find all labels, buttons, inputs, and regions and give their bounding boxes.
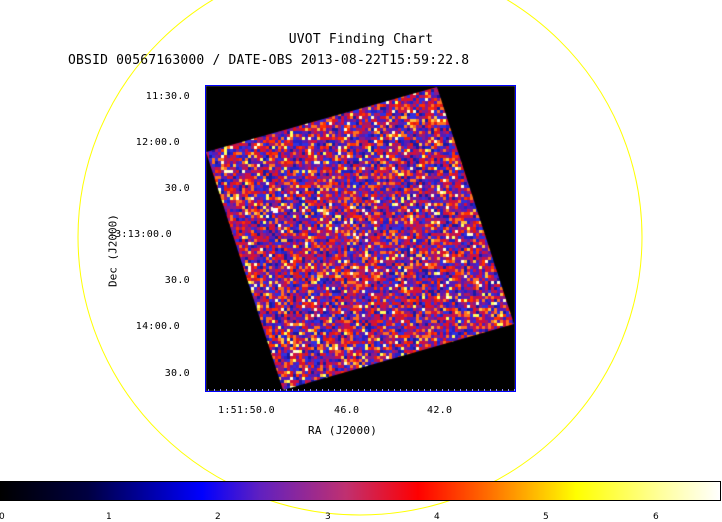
- dec-tick-label: 12:00.0: [135, 137, 180, 148]
- colorbar-tick-label: 2: [215, 512, 221, 522]
- colorbar-tick-label: 0: [0, 512, 5, 522]
- dec-tick-label: 30.0: [164, 368, 190, 379]
- ra-axis-label: RA (J2000): [308, 424, 378, 437]
- colorbar: [0, 481, 721, 501]
- colorbar-tick-label: 4: [434, 512, 440, 522]
- chart-subtitle: OBSID 00567163000 / DATE-OBS 2013-08-22T…: [68, 53, 470, 68]
- field-of-view-circle: [77, 0, 643, 516]
- dec-tick-label: 30.0: [164, 275, 190, 286]
- dec-tick-label: 11:30.0: [145, 91, 190, 102]
- chart-title: UVOT Finding Chart: [288, 32, 434, 47]
- colorbar-tick-label: 5: [543, 512, 549, 522]
- dec-tick-label: 30.0: [164, 183, 190, 194]
- dec-tick-label: -3:13:00.0: [108, 229, 172, 240]
- plot-frame: [205, 85, 516, 392]
- colorbar-tick-label: 3: [325, 512, 331, 522]
- dec-tick-label: 14:00.0: [135, 321, 180, 332]
- ra-tick-label: 42.0: [427, 405, 453, 416]
- dec-axis-label: Dec (J2000): [106, 214, 120, 287]
- ra-tick-label: 46.0: [334, 405, 360, 416]
- colorbar-tick-label: 1: [106, 512, 112, 522]
- ra-tick-label: 1:51:50.0: [218, 405, 275, 416]
- colorbar-tick-label: 6: [653, 512, 659, 522]
- frame-tick-marks: [208, 389, 515, 391]
